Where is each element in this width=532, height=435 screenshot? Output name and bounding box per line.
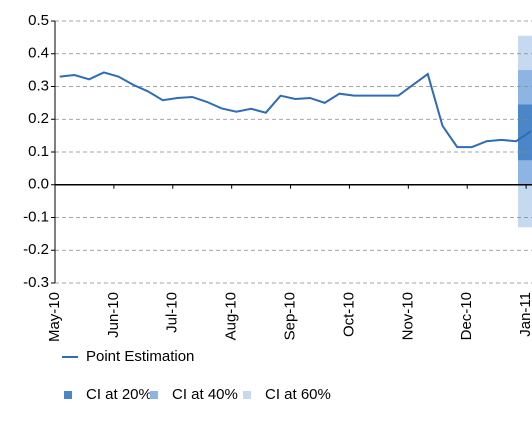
x-tick-label: Aug-10 (223, 292, 240, 340)
y-tick-label: 0.0 (28, 176, 49, 193)
legend-label: CI at 40% (172, 386, 238, 403)
x-tick-label: Jan-11 (517, 292, 532, 337)
x-tick-label: Oct-10 (340, 292, 357, 337)
y-tick-label: 0.1 (28, 143, 49, 160)
legend-label: CI at 20% (86, 386, 152, 403)
x-tick-label: Jul-10 (164, 292, 181, 333)
y-tick-label: -0.2 (23, 241, 49, 258)
legend-swatch (64, 391, 72, 399)
x-tick-label: Jun-10 (105, 292, 122, 338)
legend-label: Point Estimation (86, 348, 194, 365)
x-tick-label: May-10 (46, 292, 63, 342)
y-tick-label: 0.3 (28, 77, 49, 94)
legend-swatch (150, 391, 158, 399)
y-tick-label: 0.2 (28, 110, 49, 127)
ci-band (518, 104, 532, 161)
legend-label: CI at 60% (265, 386, 331, 403)
y-tick-label: -0.1 (23, 208, 49, 225)
y-tick-label: 0.5 (28, 12, 49, 29)
legend-swatch (243, 391, 251, 399)
y-tick-label: -0.3 (23, 274, 49, 291)
x-tick-label: Nov-10 (399, 292, 416, 340)
y-tick-label: 0.4 (28, 45, 49, 62)
x-tick-label: Dec-10 (458, 292, 475, 340)
series-line (59, 71, 532, 149)
x-tick-label: Sep-10 (282, 292, 299, 340)
